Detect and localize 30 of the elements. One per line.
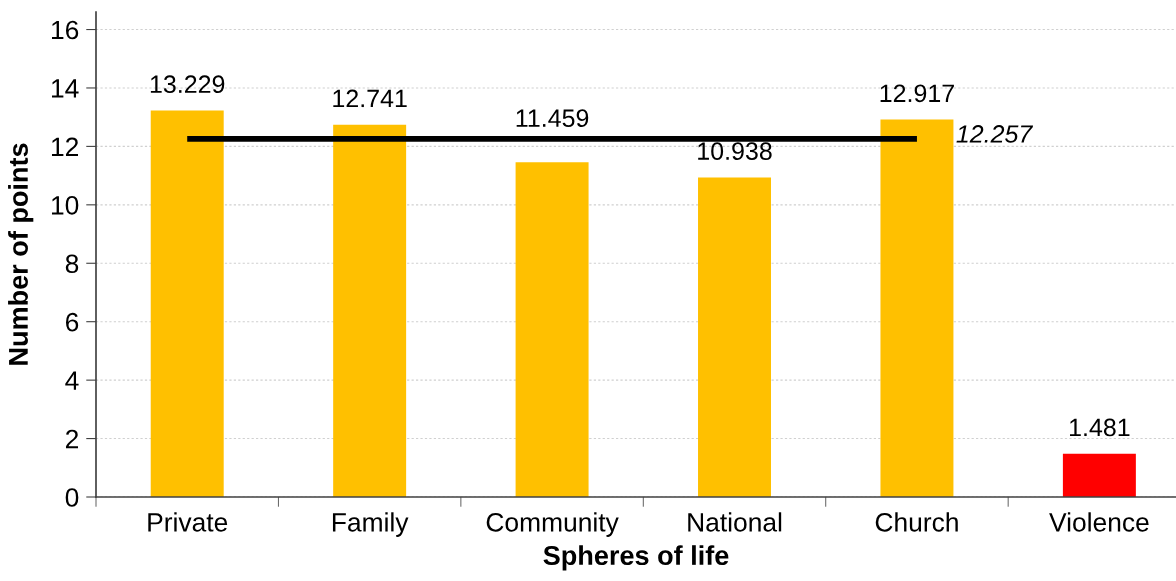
y-tick-label: 6 [66,312,79,332]
data-label: 10.938 [698,142,772,160]
data-label: 1.481 [1070,418,1130,437]
y-tick-label: 16 [52,20,79,40]
y-tick-label: 10 [52,195,79,215]
bar [698,177,771,497]
y-tick-label: 2 [65,429,79,449]
data-label: 12.257 [956,125,1034,143]
y-tick-label: 8 [65,254,79,274]
y-tick-label: 12 [52,137,79,156]
x-axis-title: Spheres of life [543,545,729,571]
y-axis-title: Number of points [8,143,34,365]
bar [515,162,589,497]
bar [333,124,407,497]
data-label: 12.741 [333,89,407,108]
data-label: 12.917 [880,84,954,103]
x-tick-label: Private [148,512,228,532]
y-tick-label: 0 [65,488,79,507]
y-tick-label: 14 [52,79,79,98]
bar [150,110,224,497]
data-label: 13.229 [150,75,225,94]
data-label: 11.459 [516,109,589,127]
y-tick-label: 4 [65,371,79,390]
x-tick-label: Community [486,512,619,537]
bar [880,119,954,497]
bar [1062,453,1136,497]
x-tick-label: Church [875,512,958,532]
x-tick-label: National [688,512,782,532]
x-tick-label: Family [332,512,409,537]
x-tick-label: Violence [1049,512,1149,532]
